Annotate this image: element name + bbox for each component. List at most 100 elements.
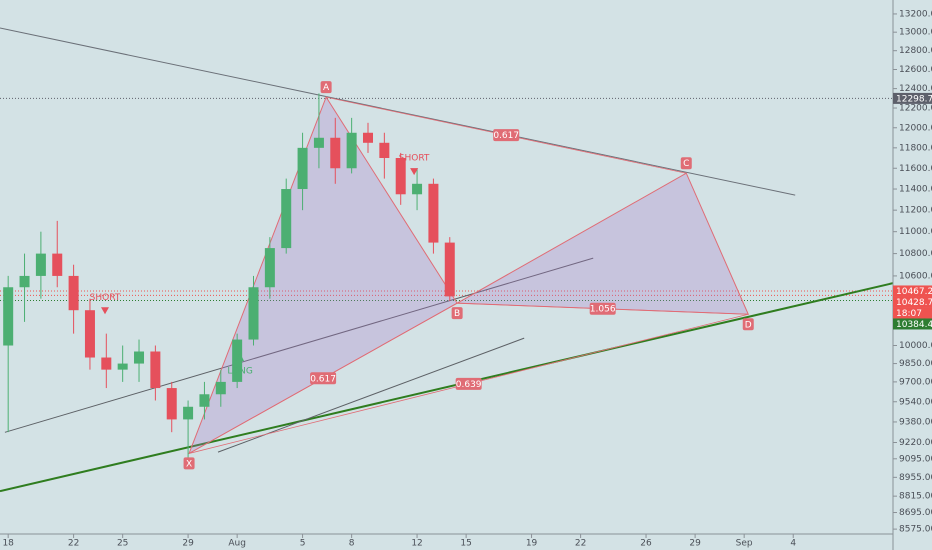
y-tick-label: 12400.00 [899, 84, 932, 94]
countdown-box [893, 307, 932, 319]
y-tick-label: 11000.00 [899, 227, 932, 237]
candle-body [330, 137, 341, 169]
y-tick-label: 10600.00 [899, 271, 932, 281]
ratio-box [310, 372, 337, 385]
point-label: A [323, 83, 330, 93]
y-tick-label: 11600.00 [899, 164, 932, 174]
point-marker [451, 307, 463, 320]
x-tick-label: 5 [300, 539, 306, 549]
ratio-box [589, 302, 616, 315]
ratio-box [455, 377, 482, 390]
pattern-area [188, 96, 458, 455]
point-label: X [186, 459, 192, 469]
candle-body [248, 287, 259, 340]
x-tick-label: 25 [117, 539, 128, 549]
ratio-label: 0.617 [493, 131, 519, 141]
price-label: 10467.25 [896, 287, 932, 297]
y-tick-label: 9850.00 [899, 359, 932, 369]
candle-body [215, 381, 226, 395]
candle-body [117, 363, 128, 370]
candle-body [313, 137, 324, 148]
x-tick-label: 19 [526, 539, 538, 549]
pattern-area [455, 172, 750, 315]
y-tick-label: 11400.00 [899, 185, 932, 195]
y-tick-label: 10000.00 [899, 341, 932, 351]
point-label: B [454, 309, 460, 319]
candle-body [150, 351, 161, 389]
trend-line [0, 27, 796, 196]
x-tick-label: 29 [182, 539, 194, 549]
y-tick-label: 9700.00 [899, 377, 932, 387]
candle-body [346, 132, 357, 169]
x-tick-label: 18 [2, 539, 14, 549]
point-marker [320, 81, 332, 94]
signal-label: SHORT [90, 293, 121, 303]
candle-body [19, 275, 30, 288]
candle-body [297, 147, 308, 190]
y-tick-label: 8955.00 [899, 473, 932, 483]
ratio-label: 0.639 [456, 380, 482, 390]
ratio-box [493, 129, 520, 142]
y-tick-label: 13200.00 [899, 9, 932, 19]
candle-body [264, 248, 275, 288]
y-tick-label: 12200.00 [899, 104, 932, 114]
candle-body [183, 406, 194, 420]
candle-body [35, 253, 46, 276]
candle-body [412, 183, 423, 195]
price-label: 12298.79 [896, 94, 932, 104]
signal-label: LONG [227, 367, 253, 377]
y-tick-label: 9095.00 [899, 454, 932, 464]
x-tick-label: 12 [411, 539, 422, 549]
x-tick-label: 8 [349, 539, 355, 549]
candle-body [379, 142, 390, 159]
x-tick-label: 22 [575, 539, 586, 549]
candle-body [444, 242, 455, 297]
price-label-box [893, 285, 932, 297]
y-tick-label: 12600.00 [899, 65, 932, 75]
signal-marker [236, 353, 245, 362]
y-tick-label: 8575.00 [899, 525, 932, 535]
point-marker [183, 457, 195, 470]
plot-area [0, 27, 893, 493]
candle-body [84, 310, 95, 358]
y-tick-label: 8815.00 [899, 492, 932, 502]
candle-body [68, 275, 79, 311]
candle-body [395, 158, 406, 195]
point-label: C [683, 159, 689, 169]
candle-body [134, 351, 145, 364]
signal-marker [410, 168, 419, 176]
price-label: 10384.41 [896, 320, 932, 330]
y-tick-label: 11800.00 [899, 143, 932, 153]
y-tick-label: 12000.00 [899, 123, 932, 133]
price-label-box [893, 296, 932, 308]
candle-body [362, 132, 373, 143]
point-marker [742, 318, 754, 331]
point-label: D [745, 320, 752, 330]
point-marker [680, 157, 692, 170]
x-tick-label: 26 [640, 539, 652, 549]
candle-body [281, 189, 292, 249]
candle-body [101, 357, 112, 370]
signal-marker [101, 307, 110, 315]
x-tick-label: 29 [689, 539, 701, 549]
y-tick-label: 12800.00 [899, 46, 932, 56]
price-label-box [893, 92, 932, 104]
candle-body [3, 287, 14, 346]
y-tick-label: 9220.00 [899, 438, 932, 448]
y-tick-label: 9540.00 [899, 397, 932, 407]
signal-label: SHORT [399, 154, 430, 164]
y-tick-label: 8695.00 [899, 508, 932, 518]
trend-line [0, 282, 893, 493]
y-tick-label: 9380.00 [899, 417, 932, 427]
candle-body [199, 394, 210, 407]
x-tick-label: Sep [736, 539, 753, 549]
trend-line [4, 257, 594, 433]
y-tick-label: 10800.00 [899, 249, 932, 259]
x-tick-label: 15 [460, 539, 471, 549]
price-label: 10428.77 [896, 298, 932, 308]
candle-body [166, 388, 177, 420]
ratio-label: 1.056 [590, 305, 616, 315]
candle-body [52, 253, 63, 276]
countdown-label: 18:07 [896, 309, 922, 319]
